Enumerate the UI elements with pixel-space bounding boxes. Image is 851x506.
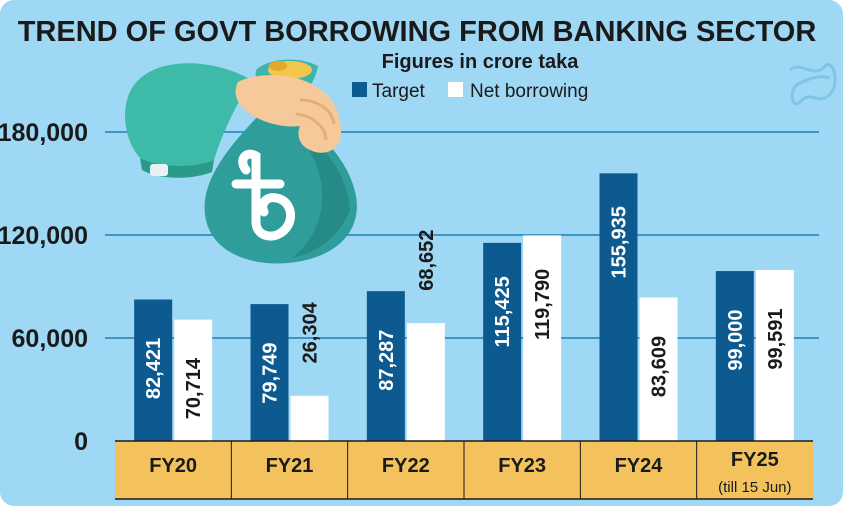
legend-swatch-target [352, 82, 367, 97]
y-axis-ticks: 0 60,000 120,000 180,000 [0, 119, 88, 456]
x-category-label: FY20 [149, 455, 197, 477]
legend-swatch-net-borrowing [448, 82, 463, 97]
y-tick-label: 60,000 [12, 325, 88, 353]
bar-net-borrowing [174, 319, 213, 441]
bar-net-borrowing [755, 270, 794, 441]
x-category-label: FY22 [382, 455, 430, 477]
right-margin [843, 0, 851, 506]
data-label-target: 99,000 [725, 309, 747, 370]
x-category-label: FY23 [498, 455, 546, 477]
bar-target [715, 271, 754, 441]
x-category-label: FY25 [731, 449, 779, 471]
data-label-net-borrowing: 83,609 [649, 336, 671, 397]
data-label-target: 115,425 [492, 276, 514, 347]
bar-target [599, 173, 638, 441]
y-tick-label: 180,000 [0, 119, 88, 147]
x-category-label: FY24 [615, 455, 664, 477]
x-axis-categories: FY20 FY21 FY22 FY23 FY24 FY25 (till 15 Jun) [149, 441, 792, 499]
data-label-net-borrowing: 99,591 [765, 308, 787, 369]
bar-target [134, 299, 173, 441]
bar-net-borrowing [290, 395, 329, 441]
data-label-net-borrowing: 26,304 [300, 301, 322, 363]
decorative-scribble [788, 63, 837, 106]
data-labels: 82,421 70,714 79,749 26,304 87,287 68,652 115,… [143, 206, 787, 419]
data-label-net-borrowing: 70,714 [183, 357, 205, 419]
y-tick-label: 120,000 [0, 222, 88, 250]
data-label-target: 87,287 [376, 330, 398, 391]
data-label-target: 79,749 [260, 343, 282, 404]
chart-title: TREND OF GOVT BORROWING FROM BANKING SEC… [18, 16, 817, 48]
money-bag-hand-icon [125, 59, 357, 264]
bar-net-borrowing [639, 297, 678, 441]
x-category-note: (till 15 Jun) [718, 479, 791, 496]
data-label-net-borrowing: 68,652 [416, 230, 438, 291]
chart-subtitle: Figures in crore taka [382, 51, 580, 73]
bar-net-borrowing [406, 323, 445, 441]
legend: Target Net borrowing [352, 81, 588, 102]
bar-net-borrowing [523, 235, 562, 441]
bars [134, 173, 794, 441]
y-tick-label: 0 [74, 428, 88, 456]
data-label-target: 82,421 [143, 338, 165, 399]
bar-target [250, 304, 289, 441]
legend-label-target: Target [372, 81, 426, 102]
data-label-target: 155,935 [609, 206, 631, 278]
data-label-net-borrowing: 119,790 [532, 269, 554, 340]
bar-target [483, 242, 522, 441]
bar-target [366, 291, 405, 441]
x-category-label: FY21 [266, 455, 314, 477]
legend-label-net-borrowing: Net borrowing [470, 81, 588, 102]
